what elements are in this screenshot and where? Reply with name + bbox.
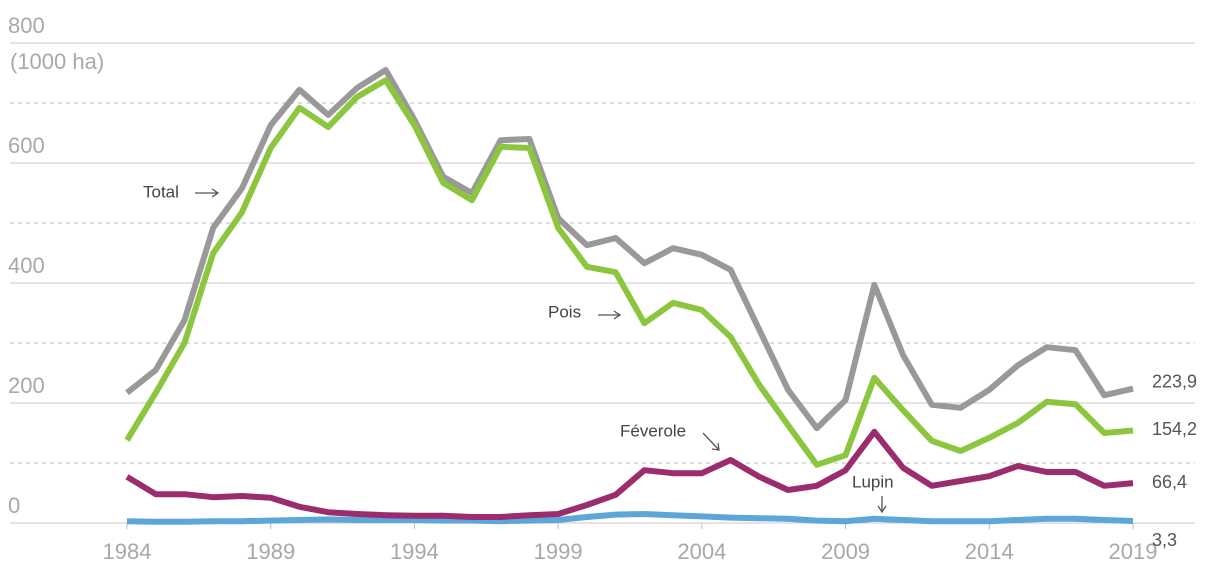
y-tick-label: 400	[8, 253, 45, 278]
x-tick-label: 1994	[390, 539, 439, 564]
end-value-label: 154,2	[1152, 419, 1197, 439]
arrow	[598, 310, 622, 320]
series-line	[124, 77, 1134, 468]
arrow	[702, 432, 720, 451]
arrow	[195, 188, 220, 198]
y-unit-label: (1000 ha)	[10, 49, 104, 74]
series-line	[125, 428, 1134, 520]
series-annotation: Total	[143, 182, 179, 201]
y-tick-label: 800	[8, 13, 45, 38]
series-annotation: Lupin	[852, 472, 894, 491]
x-tick-label: 1989	[246, 539, 295, 564]
series-annotation: Féverole	[620, 421, 686, 440]
x-tick-label: 1999	[534, 539, 583, 564]
x-tick-label: 2009	[821, 539, 870, 564]
x-tick-label: 2019	[1109, 539, 1158, 564]
series-line	[126, 511, 1134, 525]
series-annotation: Pois	[548, 302, 581, 321]
end-value-label: 3,3	[1152, 530, 1177, 550]
y-tick-label: 200	[8, 373, 45, 398]
series-line	[125, 67, 1134, 432]
y-tick-label: 600	[8, 133, 45, 158]
end-value-label: 223,9	[1152, 371, 1197, 391]
x-tick-label: 2014	[965, 539, 1014, 564]
y-tick-label: 0	[8, 493, 20, 518]
end-value-label: 66,4	[1152, 472, 1187, 492]
arrow	[877, 496, 887, 514]
x-tick-label: 2004	[677, 539, 726, 564]
annotation-arrows	[195, 188, 887, 514]
x-tick-label: 1984	[103, 539, 152, 564]
